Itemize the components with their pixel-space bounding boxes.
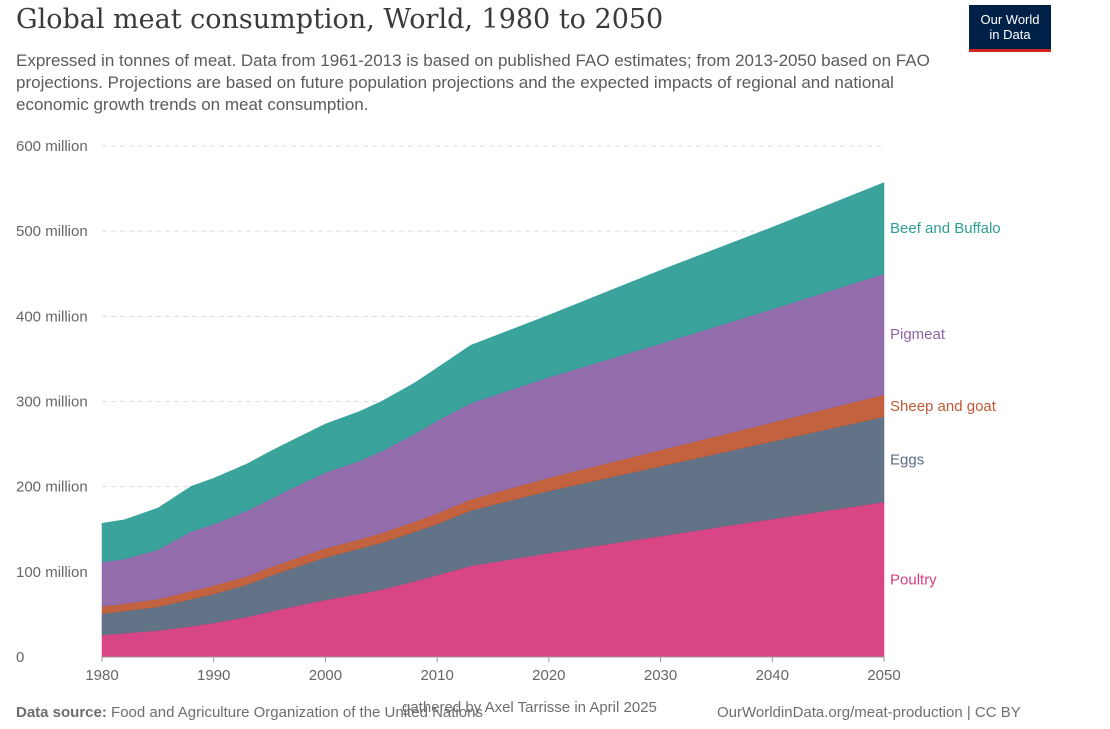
x-tick-label: 2000 (309, 667, 342, 684)
series-label-eggs[interactable]: Eggs (890, 451, 924, 468)
data-source-label: Data source: (16, 704, 107, 721)
y-tick-label: 100 million (16, 564, 88, 581)
axes: 0 100 million 200 million 300 million 400 mi… (16, 138, 901, 684)
series-label-beef-and-buffalo[interactable]: Beef and Buffalo (890, 220, 1001, 237)
chart-plot: 0 100 million 200 million 300 million 400 mi… (16, 138, 1001, 684)
data-source-text[interactable]: Food and Agriculture Organization of the… (111, 704, 483, 721)
y-tick-label: 600 million (16, 138, 88, 155)
owid-logo[interactable]: Our World in Data (969, 5, 1051, 52)
x-tick-label: 2050 (867, 667, 900, 684)
y-tick-label: 200 million (16, 479, 88, 496)
x-tick-label: 2030 (644, 667, 677, 684)
x-tick-label: 2020 (532, 667, 565, 684)
y-tick-label: 300 million (16, 394, 88, 411)
y-tick-label: 400 million (16, 308, 88, 325)
series-labels: Poultry Eggs Sheep and goat Pigmeat Beef and… (890, 220, 1001, 588)
logo-line-2: in Data (989, 27, 1031, 42)
logo-line-1: Our World (980, 12, 1040, 27)
x-tick-label: 1990 (197, 667, 230, 684)
y-tick-label: 500 million (16, 223, 88, 240)
area-beef-and-buffalo[interactable] (101, 182, 885, 563)
y-tick-label: 0 (16, 649, 24, 666)
credit-link[interactable]: OurWorldinData.org/meat-production | CC … (717, 704, 1021, 721)
series-label-sheep-and-goat[interactable]: Sheep and goat (890, 398, 997, 415)
x-tick-label: 1980 (85, 667, 118, 684)
data-source: Data source: Food and Agriculture Organi… (16, 704, 483, 721)
stacked-areas (101, 182, 885, 658)
series-label-poultry[interactable]: Poultry (890, 571, 937, 588)
chart-title: Global meat consumption, World, 1980 to … (16, 4, 664, 35)
gathered-note: gathered by Axel Tarrisse in April 2025 (402, 699, 657, 716)
x-tick-label: 2010 (420, 667, 453, 684)
chart-subtitle: Expressed in tonnes of meat. Data from 1… (16, 51, 930, 114)
x-tick-label: 2040 (756, 667, 789, 684)
series-label-pigmeat[interactable]: Pigmeat (890, 326, 946, 343)
